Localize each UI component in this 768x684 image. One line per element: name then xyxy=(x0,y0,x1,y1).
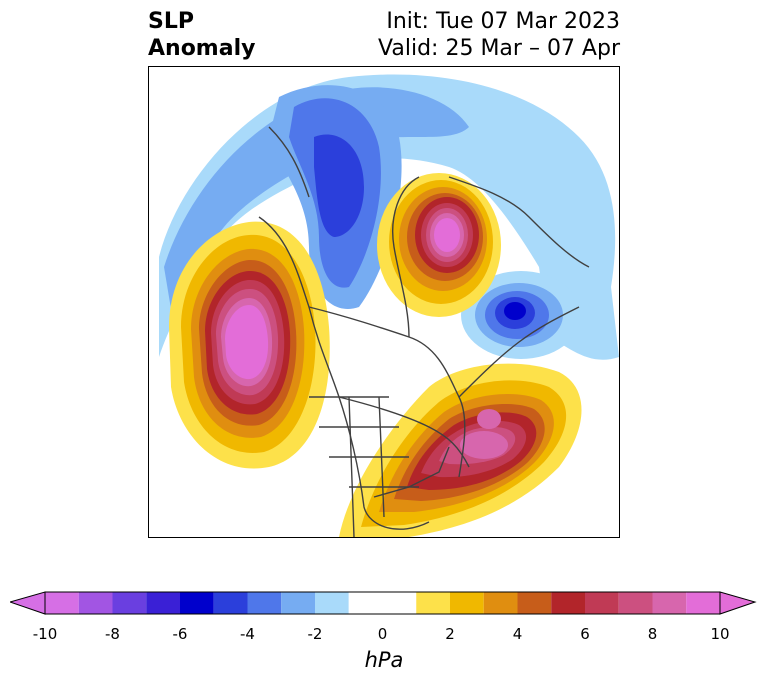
colorbar-tick-label: -4 xyxy=(240,625,255,643)
colorbar-bin-2 xyxy=(112,592,147,614)
colorbar-tick-label: 0 xyxy=(377,625,388,643)
colorbar-tick-label: 10 xyxy=(710,625,730,643)
colorbar-bin-6 xyxy=(247,592,282,614)
colorbar-bin-11 xyxy=(450,592,484,614)
colorbar-extend-high xyxy=(719,591,757,615)
valid-range: Valid: 25 Mar – 07 Apr xyxy=(378,36,620,61)
colorbar-tick-label: -10 xyxy=(32,625,58,643)
colorbar-bin-13 xyxy=(517,592,552,614)
colorbar-bin-7 xyxy=(281,592,315,614)
canadian-low xyxy=(269,85,402,309)
colorbar-tick-label: 2 xyxy=(445,625,455,643)
colorbar-bin-4 xyxy=(180,592,214,614)
colorbar-bin-8 xyxy=(315,592,349,614)
colorbar-tick-label: -6 xyxy=(172,625,188,643)
colorbar-bin-0 xyxy=(45,592,79,614)
colorbar-bin-1 xyxy=(78,592,113,614)
colorbar-tick-label: 8 xyxy=(647,625,658,643)
colorbar-extend-low xyxy=(10,591,46,615)
colorbar-bin-12 xyxy=(483,592,518,614)
colorbar-units: hPa xyxy=(364,648,404,672)
colorbar-bin-18 xyxy=(686,592,720,614)
title-variable-line2: Anomaly xyxy=(148,36,256,61)
atlantic-high xyxy=(339,363,582,537)
pacific-high xyxy=(169,221,330,469)
chart-dates: Init: Tue 07 Mar 2023 Valid: 25 Mar – 07… xyxy=(378,8,620,62)
colorbar-tick-label: -2 xyxy=(307,625,323,643)
colorbar-bin-17 xyxy=(652,592,687,614)
init-date: Init: Tue 07 Mar 2023 xyxy=(386,9,620,34)
colorbar-tick-label: 4 xyxy=(512,625,523,643)
map-panel xyxy=(148,66,620,538)
colorbar-bin-3 xyxy=(146,592,180,614)
colorbar-tick-label: -8 xyxy=(105,625,120,643)
european-low xyxy=(461,271,581,359)
colorbar-bin-10 xyxy=(416,592,450,614)
colorbar xyxy=(10,591,757,615)
colorbar-bin-16 xyxy=(618,592,653,614)
coastlines xyxy=(258,126,590,537)
colorbar-bin-9 xyxy=(348,592,417,614)
chart-title: SLP Anomaly xyxy=(148,8,255,62)
colorbar-bin-14 xyxy=(551,592,585,614)
colorbar-bin-5 xyxy=(213,592,248,614)
arctic-high xyxy=(377,173,501,317)
anomaly-map xyxy=(159,74,619,537)
title-variable-line1: SLP xyxy=(148,9,194,34)
colorbar-tick-label: 6 xyxy=(580,625,590,643)
colorbar-bin-15 xyxy=(585,592,619,614)
